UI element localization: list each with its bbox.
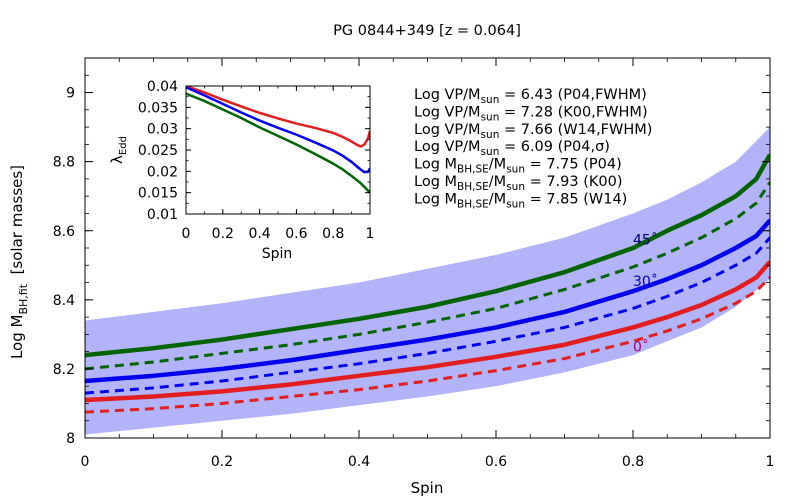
x-tick-label: 1 bbox=[366, 226, 375, 242]
annotation-text: = 7.75 (P04) bbox=[525, 157, 622, 173]
series-line-solid bbox=[85, 153, 770, 358]
annotation-subscript: BH,SE bbox=[457, 198, 489, 210]
y-tick-label: 8.8 bbox=[53, 155, 75, 171]
annotation-line: Log VP/Msun = 7.28 (K00,FWHM) bbox=[414, 104, 648, 123]
x-tick-label: 0.6 bbox=[485, 454, 507, 470]
annotation-block: Log VP/Msun = 6.43 (P04,FWHM)Log VP/Msun… bbox=[414, 87, 652, 210]
annotation-text: = 7.93 (K00) bbox=[525, 174, 623, 190]
y-tick-label: 0.04 bbox=[147, 79, 178, 95]
inset-series-line bbox=[186, 86, 370, 148]
annotation-text: Log VP/M bbox=[414, 104, 481, 120]
uncertainty-band bbox=[85, 127, 770, 435]
inset-plot: 0 0.2 0.4 0.6 0.8 1 0.01 0.015 0.02 0.025 0.03 0.03… bbox=[138, 79, 375, 242]
annotation-line: Log VP/Msun = 7.66 (W14,FWHM) bbox=[414, 122, 652, 141]
y-tick-label: 8.2 bbox=[53, 362, 75, 378]
annotation-subscript: BH,SE bbox=[457, 181, 489, 193]
y-tick-label: 0.035 bbox=[138, 100, 178, 116]
annotation-text: Log M bbox=[414, 174, 457, 190]
annotation-subscript: sun bbox=[481, 129, 500, 141]
x-tick-label: 0.4 bbox=[248, 226, 270, 242]
annotation-text: Log VP/M bbox=[414, 122, 481, 138]
annotation-text: Log VP/M bbox=[414, 139, 481, 155]
y-tick-label: 0.03 bbox=[147, 122, 178, 138]
inset-series-line bbox=[186, 92, 370, 194]
x-tick-label: 0.6 bbox=[285, 226, 307, 242]
y-tick-label: 0.01 bbox=[147, 207, 178, 223]
inset-series-line bbox=[186, 86, 370, 174]
x-tick-label: 0.2 bbox=[212, 226, 234, 242]
annotation-text: = 6.43 (P04,FWHM) bbox=[499, 87, 646, 103]
x-tick-label: 0 bbox=[81, 454, 90, 470]
annotation-subscript: sun bbox=[481, 111, 500, 123]
annotation-text: = 7.85 (W14) bbox=[525, 191, 627, 207]
annotation-line: Log VP/Msun = 6.43 (P04,FWHM) bbox=[414, 87, 647, 106]
annotation-subscript: sun bbox=[481, 146, 500, 158]
inset-y-axis-label: λEdd bbox=[108, 136, 129, 164]
x-tick-label: 1 bbox=[766, 454, 775, 470]
angle-label: 45˚ bbox=[633, 232, 658, 249]
annotation-text: = 6.09 (P04,σ) bbox=[499, 139, 610, 155]
annotation-text: /M bbox=[489, 157, 506, 173]
annotation-subscript: sun bbox=[506, 181, 525, 193]
annotation-text: = 7.66 (W14,FWHM) bbox=[499, 122, 652, 138]
main-plot-area: 45˚ 30˚ 0˚ 0 0.2 0.4 0.6 0.8 1 8 8.2 8.4 8.6 8.8 9 bbox=[53, 57, 775, 470]
series-line-dashed bbox=[85, 181, 770, 371]
annotation-text: Log VP/M bbox=[414, 87, 481, 103]
annotation-text: Log M bbox=[414, 191, 457, 207]
y-tick-label: 0.02 bbox=[147, 164, 178, 180]
x-tick-label: 0.8 bbox=[322, 226, 344, 242]
annotation-subscript: sun bbox=[506, 198, 525, 210]
annotation-subscript: sun bbox=[506, 164, 525, 176]
x-tick-label: 0 bbox=[182, 226, 191, 242]
series-line-solid bbox=[85, 218, 770, 384]
angle-label: 0˚ bbox=[633, 339, 649, 356]
y-tick-label: 8 bbox=[66, 431, 75, 447]
series-line-solid bbox=[85, 260, 770, 403]
annotation-subscript: sun bbox=[481, 94, 500, 106]
annotation-text: Log M bbox=[414, 157, 457, 173]
annotation-line: Log MBH,SE/Msun = 7.85 (W14) bbox=[414, 191, 627, 210]
annotation-line: Log MBH,SE/Msun = 7.75 (P04) bbox=[414, 157, 622, 176]
x-tick-label: 0.2 bbox=[211, 454, 233, 470]
y-tick-label: 0.025 bbox=[138, 143, 178, 159]
annotation-line: Log VP/Msun = 6.09 (P04,σ) bbox=[414, 139, 610, 158]
annotation-text: = 7.28 (K00,FWHM) bbox=[499, 104, 647, 120]
main-x-axis-label: Spin bbox=[411, 479, 444, 497]
y-tick-label: 0.015 bbox=[138, 186, 178, 202]
y-tick-label: 8.4 bbox=[53, 293, 75, 309]
annotation-line: Log MBH,SE/Msun = 7.93 (K00) bbox=[414, 174, 623, 193]
annotation-text: /M bbox=[489, 191, 506, 207]
chart-title: PG 0844+349 [z = 0.064] bbox=[333, 23, 521, 39]
y-tick-label: 9 bbox=[66, 86, 75, 102]
angle-label: 30˚ bbox=[633, 273, 658, 290]
x-tick-label: 0.4 bbox=[348, 454, 370, 470]
annotation-text: /M bbox=[489, 174, 506, 190]
inset-x-axis-label: Spin bbox=[262, 246, 293, 262]
series-line-dashed bbox=[85, 236, 770, 395]
x-tick-label: 0.8 bbox=[622, 454, 644, 470]
main-y-axis-label: Log MBH,fit [solar masses] bbox=[8, 165, 30, 359]
annotation-subscript: BH,SE bbox=[457, 164, 489, 176]
y-tick-label: 8.6 bbox=[53, 224, 75, 240]
